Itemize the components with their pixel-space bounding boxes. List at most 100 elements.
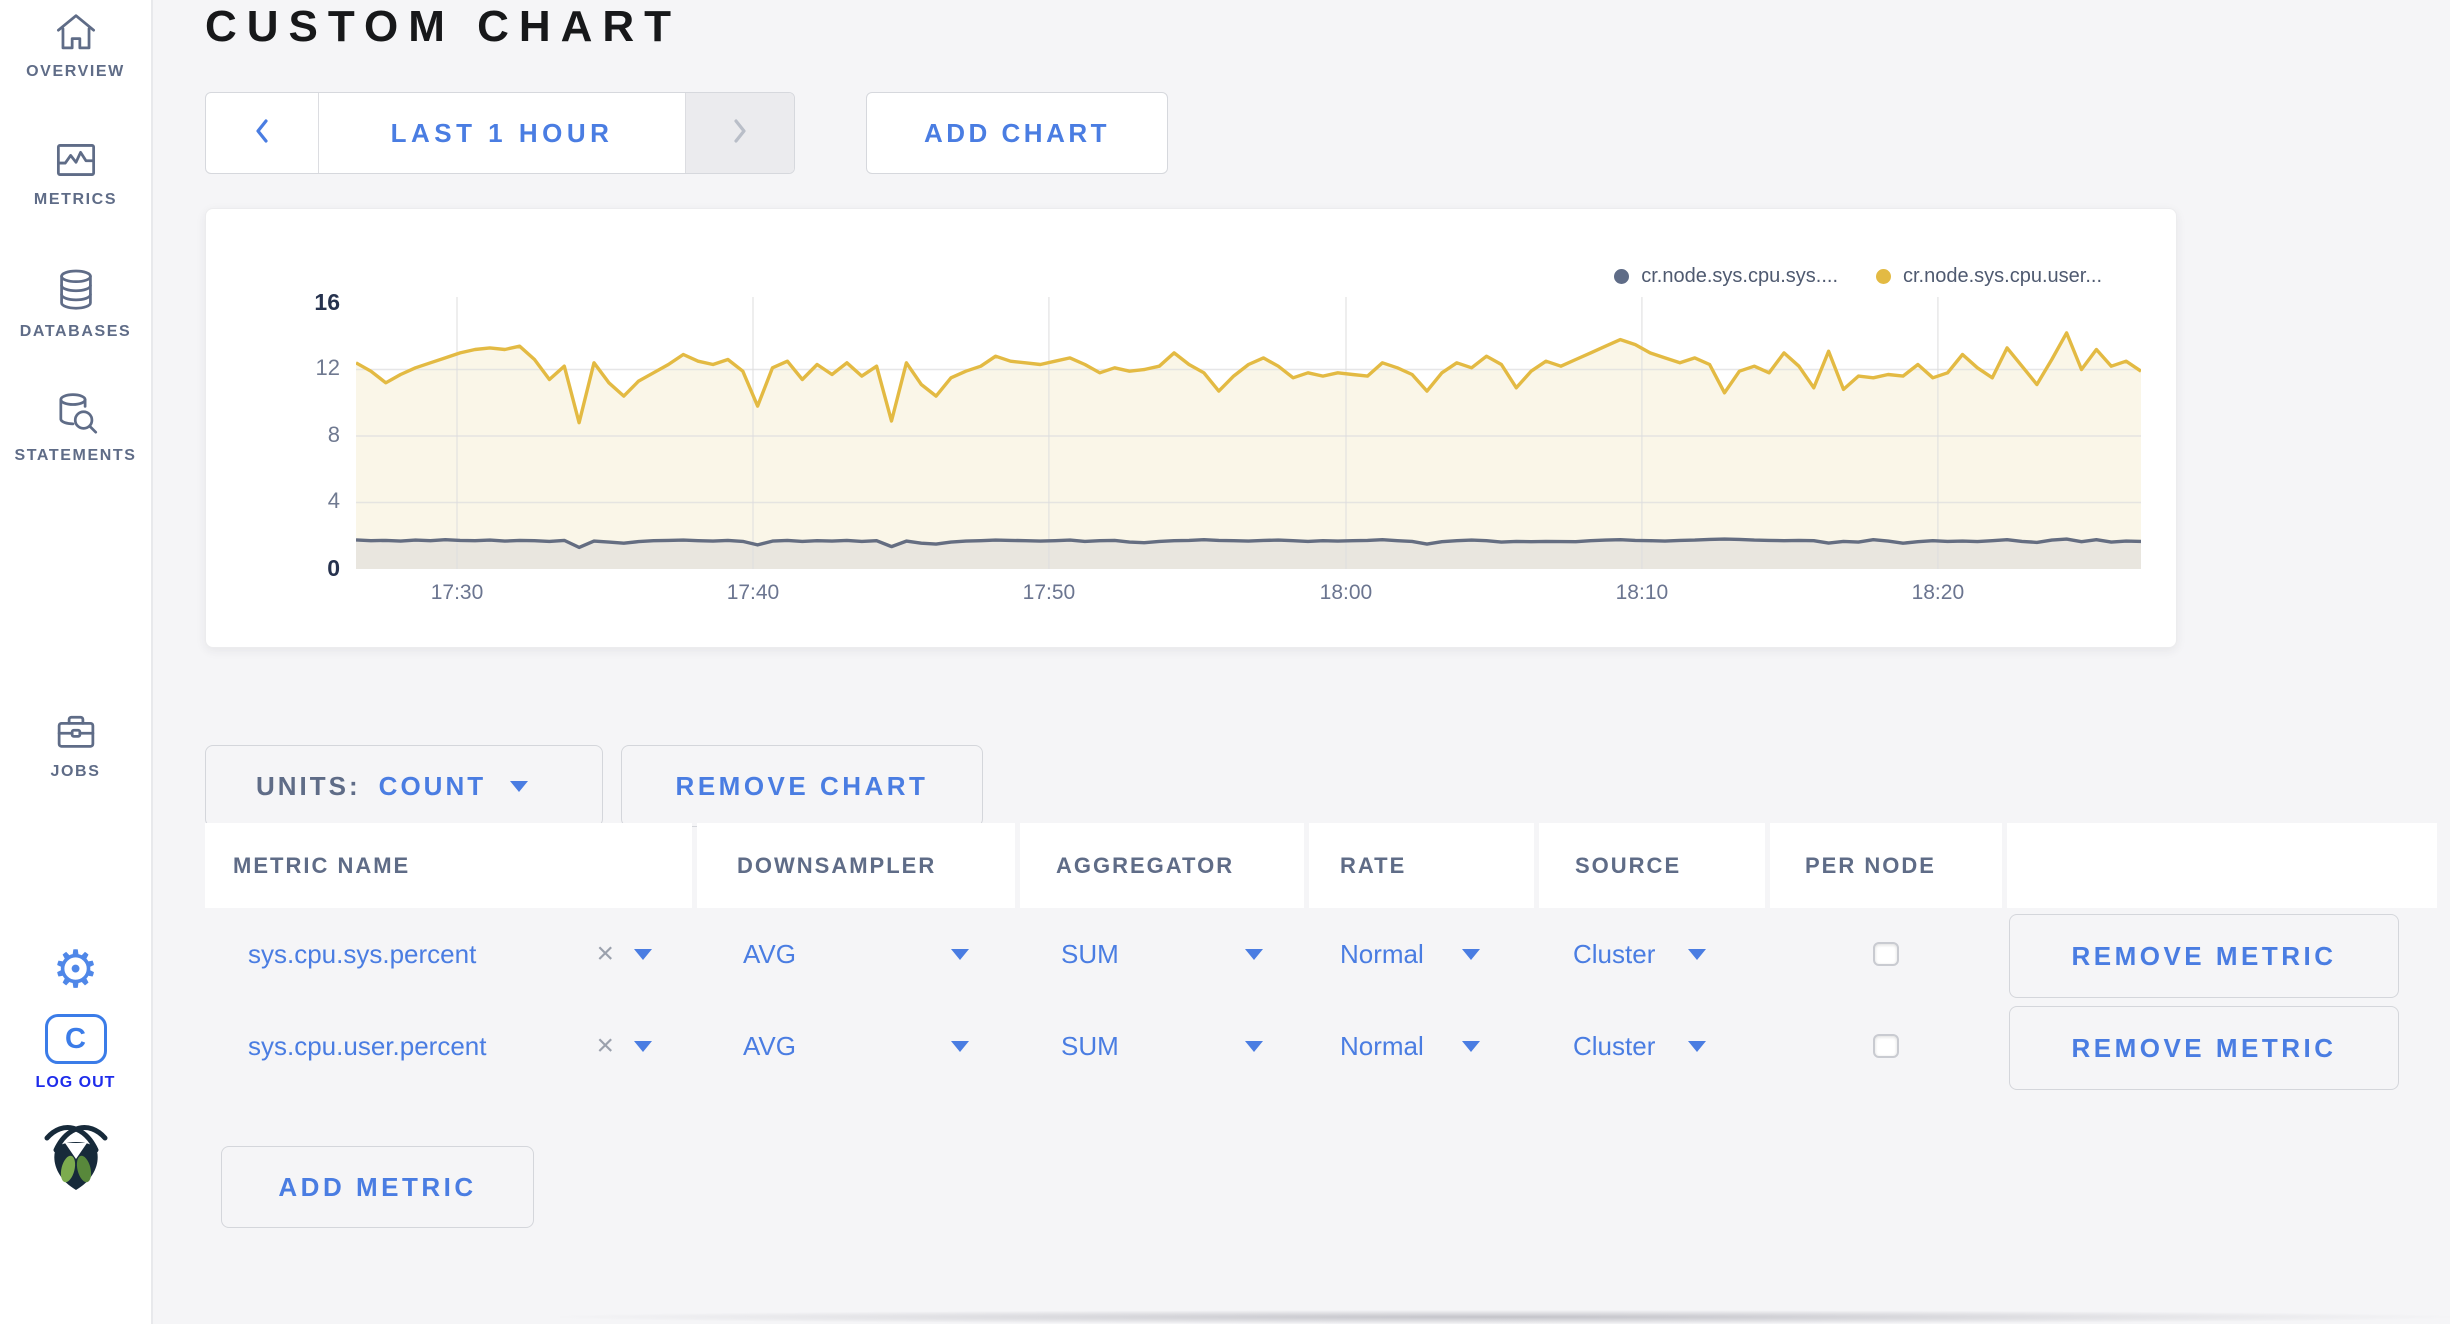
- legend-entry: cr.node.sys.cpu.sys....: [1614, 265, 1838, 288]
- aggregator-dropdown[interactable]: SUM: [1020, 908, 1304, 1000]
- cockroach-c-icon: C: [44, 1014, 107, 1064]
- metric-name-dropdown[interactable]: sys.cpu.sys.percent ×: [205, 908, 692, 1000]
- x-tick-label: 18:20: [1911, 581, 1965, 604]
- jobs-briefcase-icon: [53, 710, 99, 752]
- table-row: sys.cpu.user.percent × AVG SUM Normal Cl…: [205, 1000, 2437, 1092]
- source-dropdown[interactable]: Cluster: [1539, 908, 1765, 1000]
- cockroachdb-bug-logo: [39, 1118, 113, 1197]
- chevron-down-icon: [1688, 1040, 1706, 1052]
- y-tick-label: 16: [314, 288, 340, 315]
- scroll-shadow: [560, 1310, 2450, 1324]
- chevron-down-icon: [1462, 948, 1480, 960]
- chevron-right-icon: [731, 117, 749, 150]
- x-tick-label: 17:40: [726, 581, 780, 604]
- column-header-rate: RATE: [1309, 823, 1534, 908]
- x-tick-label: 17:50: [1022, 581, 1076, 604]
- add-metric-button[interactable]: ADD METRIC: [221, 1146, 534, 1228]
- aggregator-value: SUM: [1061, 938, 1119, 969]
- clear-metric-icon[interactable]: ×: [596, 937, 614, 970]
- chevron-left-icon: [253, 117, 271, 150]
- source-value: Cluster: [1573, 938, 1656, 969]
- y-tick-label: 8: [327, 421, 340, 447]
- sidebar-settings[interactable]: ⚙: [0, 944, 151, 996]
- chevron-down-icon: [951, 1040, 969, 1052]
- time-range-selector: LAST 1 HOUR: [205, 92, 795, 174]
- remove-metric-button[interactable]: REMOVE METRIC: [2009, 914, 2399, 998]
- time-range-value[interactable]: LAST 1 HOUR: [318, 93, 686, 173]
- sidebar-logout[interactable]: C LOG OUT: [0, 1014, 151, 1092]
- per-node-checkbox[interactable]: [1873, 942, 1899, 966]
- downsampler-dropdown[interactable]: AVG: [697, 908, 1015, 1000]
- logout-label: LOG OUT: [35, 1074, 116, 1091]
- remove-metric-button[interactable]: REMOVE METRIC: [2009, 1006, 2399, 1090]
- metric-name-value: sys.cpu.user.percent: [248, 1030, 487, 1061]
- gear-icon: ⚙: [52, 940, 99, 1000]
- y-tick-label: 4: [327, 488, 340, 514]
- rate-value: Normal: [1340, 938, 1424, 969]
- metric-name-dropdown[interactable]: sys.cpu.user.percent ×: [205, 1000, 692, 1092]
- column-header-source: SOURCE: [1539, 823, 1765, 908]
- table-header-row: METRIC NAME DOWNSAMPLER AGGREGATOR RATE …: [205, 823, 2437, 908]
- y-tick-label: 12: [315, 355, 340, 381]
- column-header-downsampler: DOWNSAMPLER: [697, 823, 1015, 908]
- downsampler-value: AVG: [743, 1030, 796, 1061]
- table-row: sys.cpu.sys.percent × AVG SUM Normal Clu…: [205, 908, 2437, 1000]
- source-dropdown[interactable]: Cluster: [1539, 1000, 1765, 1092]
- legend-dot-user: [1876, 269, 1891, 284]
- units-dropdown[interactable]: UNITS: COUNT: [205, 745, 603, 827]
- sidebar-item-label: JOBS: [50, 763, 101, 780]
- chevron-down-icon: [634, 1040, 652, 1052]
- units-label: UNITS:: [256, 770, 361, 801]
- sidebar-item-metrics[interactable]: METRICS: [0, 140, 151, 209]
- rate-dropdown[interactable]: Normal: [1309, 908, 1534, 1000]
- timeseries-plot: [356, 297, 2141, 569]
- legend-label: cr.node.sys.cpu.sys....: [1641, 265, 1838, 287]
- aggregator-value: SUM: [1061, 1030, 1119, 1061]
- sidebar-item-statements[interactable]: STATEMENTS: [0, 392, 151, 465]
- rate-value: Normal: [1340, 1030, 1424, 1061]
- sidebar-item-overview[interactable]: OVERVIEW: [0, 10, 151, 81]
- actions-cell: REMOVE METRIC: [2007, 908, 2437, 1000]
- sidebar-item-label: METRICS: [33, 191, 118, 208]
- clear-metric-icon[interactable]: ×: [596, 1029, 614, 1062]
- brand-logo: [0, 1118, 151, 1197]
- sidebar-item-jobs[interactable]: JOBS: [0, 710, 151, 781]
- main-content: CUSTOM CHART LAST 1 HOUR ADD CHART cr.no…: [153, 0, 2450, 1324]
- per-node-cell: [1770, 1000, 2002, 1092]
- aggregator-dropdown[interactable]: SUM: [1020, 1000, 1304, 1092]
- downsampler-value: AVG: [743, 938, 796, 969]
- time-range-next-button[interactable]: [686, 93, 794, 173]
- metric-name-value: sys.cpu.sys.percent: [248, 938, 477, 969]
- chevron-down-icon: [1245, 1040, 1263, 1052]
- chevron-down-icon: [1462, 1040, 1480, 1052]
- home-icon: [53, 10, 99, 52]
- column-header-metric-name: METRIC NAME: [205, 823, 692, 908]
- column-header-actions: [2007, 823, 2437, 908]
- chevron-down-icon: [1688, 948, 1706, 960]
- actions-cell: REMOVE METRIC: [2007, 1000, 2437, 1092]
- chart-card: cr.node.sys.cpu.sys.... cr.node.sys.cpu.…: [205, 208, 2177, 648]
- chart-legend: cr.node.sys.cpu.sys.... cr.node.sys.cpu.…: [1614, 265, 2102, 288]
- per-node-cell: [1770, 908, 2002, 1000]
- chevron-down-icon: [951, 948, 969, 960]
- sidebar-item-databases[interactable]: DATABASES: [0, 268, 151, 341]
- add-chart-button[interactable]: ADD CHART: [866, 92, 1168, 174]
- legend-entry: cr.node.sys.cpu.user...: [1876, 265, 2102, 288]
- rate-dropdown[interactable]: Normal: [1309, 1000, 1534, 1092]
- x-tick-label: 18:10: [1615, 581, 1669, 604]
- column-header-aggregator: AGGREGATOR: [1020, 823, 1304, 908]
- sidebar: OVERVIEW METRICS DATABASES: [0, 0, 153, 1324]
- remove-chart-button[interactable]: REMOVE CHART: [621, 745, 983, 827]
- chevron-down-icon: [634, 948, 652, 960]
- downsampler-dropdown[interactable]: AVG: [697, 1000, 1015, 1092]
- column-header-per-node: PER NODE: [1770, 823, 2002, 908]
- metrics-chart-icon: [53, 140, 99, 180]
- chevron-down-icon: [510, 780, 529, 792]
- sidebar-item-label: STATEMENTS: [14, 447, 137, 464]
- database-icon: [53, 268, 99, 312]
- x-tick-label: 18:00: [1319, 581, 1373, 604]
- statements-search-icon: [52, 392, 100, 436]
- per-node-checkbox[interactable]: [1873, 1034, 1899, 1058]
- metrics-table: METRIC NAME DOWNSAMPLER AGGREGATOR RATE …: [205, 823, 2437, 1092]
- time-range-prev-button[interactable]: [206, 93, 318, 173]
